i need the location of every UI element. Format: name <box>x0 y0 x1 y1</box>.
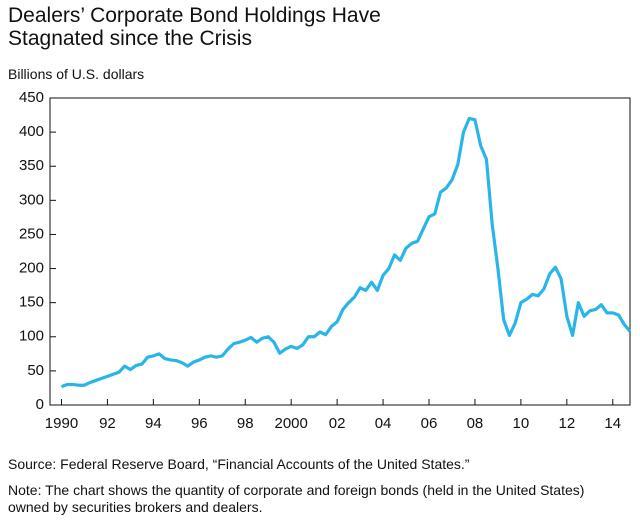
y-tick-label: 400 <box>19 123 44 140</box>
y-tick-label: 200 <box>19 260 44 277</box>
y-tick-label: 50 <box>27 362 44 379</box>
y-tick-label: 150 <box>19 294 44 311</box>
x-tick-label: 08 <box>467 415 484 432</box>
y-tick-label: 0 <box>36 396 44 413</box>
y-axis-label: Billions of U.S. dollars <box>8 66 145 82</box>
plot-frame <box>49 97 631 406</box>
y-tick-label: 300 <box>19 191 44 208</box>
chart: 0 50 100 150 200 250 300 350 400 450 1990 92 94 96 98 2… <box>19 89 632 432</box>
note: Note: The chart shows the quantity of co… <box>8 482 585 515</box>
x-tick-label: 14 <box>604 415 621 432</box>
x-tick-label: 1990 <box>45 415 78 432</box>
y-tick-label: 100 <box>19 328 44 345</box>
source: Source: Federal Reserve Board, “Financia… <box>8 456 470 472</box>
x-tick-label: 04 <box>375 415 392 432</box>
chart-title: Dealers’ Corporate Bond Holdings Have St… <box>8 4 381 50</box>
x-tick-label: 2000 <box>275 415 308 432</box>
x-tick-label: 92 <box>99 415 116 432</box>
x-tick-label: 06 <box>421 415 438 432</box>
y-tick-label: 450 <box>19 89 44 106</box>
data-line <box>60 116 632 389</box>
x-tick-label: 02 <box>329 415 346 432</box>
y-tick-label: 350 <box>19 157 44 174</box>
x-tick-label: 12 <box>558 415 575 432</box>
x-tick-label: 96 <box>191 415 208 432</box>
x-tick-label: 98 <box>237 415 254 432</box>
x-tick-label: 94 <box>145 415 162 432</box>
x-tick-label: 10 <box>513 415 530 432</box>
y-tick-label: 250 <box>19 225 44 242</box>
